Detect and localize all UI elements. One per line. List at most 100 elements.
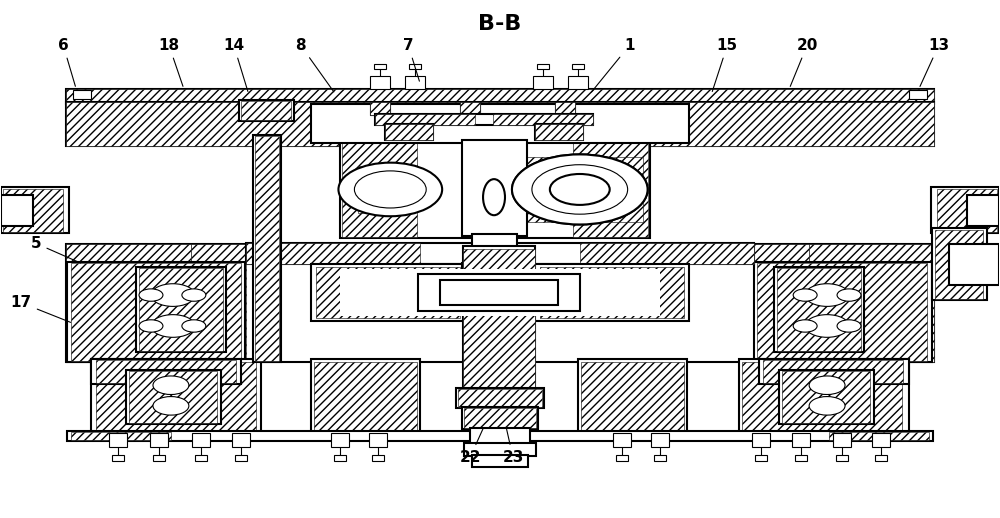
Bar: [370, 102, 390, 115]
Text: 8: 8: [295, 38, 334, 92]
Bar: [91, 359, 261, 434]
Bar: [829, 431, 929, 440]
Text: 20: 20: [790, 38, 818, 87]
Bar: [136, 267, 226, 352]
Bar: [462, 263, 527, 270]
Bar: [409, 64, 421, 69]
Bar: [405, 76, 425, 89]
Bar: [418, 275, 580, 310]
Bar: [935, 230, 983, 299]
Text: 7: 7: [403, 38, 419, 81]
Bar: [782, 371, 870, 423]
Bar: [91, 359, 241, 384]
Bar: [311, 264, 689, 321]
Ellipse shape: [483, 179, 505, 215]
Bar: [191, 243, 246, 362]
Circle shape: [512, 154, 648, 224]
Bar: [763, 360, 903, 383]
Bar: [517, 157, 643, 222]
Bar: [462, 407, 538, 429]
Circle shape: [151, 314, 195, 337]
Bar: [555, 102, 575, 115]
Circle shape: [512, 154, 648, 224]
Circle shape: [793, 320, 817, 332]
Bar: [129, 371, 217, 423]
Text: 14: 14: [223, 38, 248, 92]
Bar: [241, 102, 291, 120]
Circle shape: [139, 320, 163, 332]
Bar: [931, 187, 999, 233]
Bar: [456, 388, 544, 408]
Bar: [909, 90, 927, 99]
Bar: [96, 362, 256, 433]
Bar: [540, 267, 684, 318]
Bar: [654, 455, 666, 461]
Bar: [311, 105, 689, 143]
Bar: [358, 166, 413, 212]
Bar: [331, 433, 349, 447]
Bar: [578, 359, 687, 434]
Text: 23: 23: [502, 429, 524, 465]
Bar: [572, 64, 584, 69]
Bar: [235, 455, 247, 461]
Bar: [311, 359, 420, 434]
Bar: [573, 139, 648, 237]
Bar: [581, 362, 684, 433]
Bar: [66, 243, 191, 362]
Bar: [73, 90, 91, 99]
Bar: [462, 140, 527, 236]
Circle shape: [153, 376, 189, 395]
Bar: [872, 433, 890, 447]
Bar: [932, 228, 987, 300]
Circle shape: [139, 289, 163, 301]
Circle shape: [550, 174, 610, 205]
Bar: [568, 76, 588, 89]
Bar: [949, 243, 999, 285]
Bar: [777, 268, 861, 351]
Bar: [334, 455, 346, 461]
Circle shape: [809, 397, 845, 415]
Bar: [535, 124, 583, 140]
Bar: [967, 195, 999, 225]
Bar: [71, 431, 171, 440]
Bar: [755, 455, 767, 461]
Bar: [1, 195, 33, 225]
Bar: [3, 189, 63, 232]
Bar: [232, 433, 250, 447]
Bar: [67, 430, 933, 441]
Bar: [651, 433, 669, 447]
Circle shape: [182, 289, 206, 301]
Bar: [752, 433, 770, 447]
Bar: [372, 455, 384, 461]
Circle shape: [809, 376, 845, 395]
Bar: [192, 433, 210, 447]
Circle shape: [354, 171, 426, 208]
Bar: [66, 102, 934, 146]
Bar: [836, 455, 848, 461]
Bar: [809, 243, 934, 362]
Bar: [370, 76, 390, 89]
Bar: [96, 360, 236, 383]
Bar: [533, 76, 553, 89]
Bar: [375, 114, 593, 125]
Bar: [537, 64, 549, 69]
Bar: [153, 455, 165, 461]
Circle shape: [338, 163, 442, 216]
Bar: [109, 433, 127, 447]
Bar: [316, 267, 460, 318]
Bar: [71, 263, 241, 361]
Bar: [795, 455, 807, 461]
Bar: [239, 100, 294, 121]
Text: 6: 6: [58, 38, 75, 87]
Text: 13: 13: [920, 38, 949, 87]
Bar: [739, 359, 909, 434]
Bar: [139, 268, 223, 351]
Bar: [66, 243, 934, 362]
Bar: [463, 249, 535, 388]
Bar: [374, 64, 386, 69]
Bar: [470, 428, 530, 444]
Bar: [463, 246, 535, 403]
Bar: [246, 242, 754, 264]
Bar: [385, 124, 433, 140]
Bar: [493, 114, 593, 125]
